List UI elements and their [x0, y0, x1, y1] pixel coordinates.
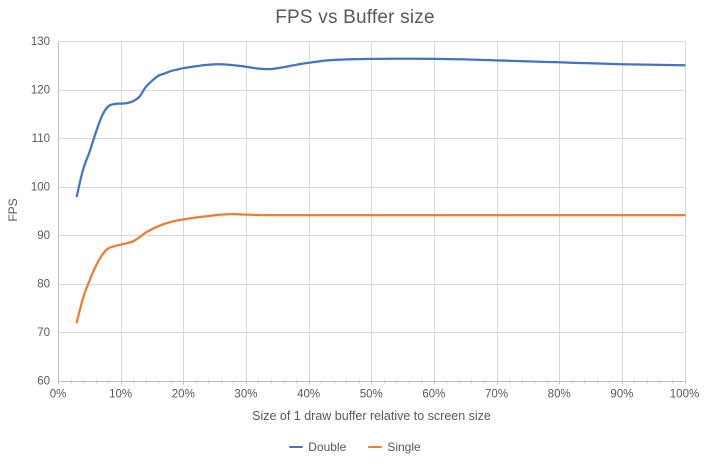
x-tick-label: 80% — [548, 389, 571, 401]
legend-item-single: Single — [368, 440, 421, 454]
x-tick-label: 90% — [610, 389, 633, 401]
legend: Double Single — [0, 440, 710, 454]
legend-item-double: Double — [289, 440, 346, 454]
x-tick-label: 0% — [50, 389, 67, 401]
y-tick-label: 100 — [31, 182, 50, 194]
y-tick-label: 130 — [31, 36, 50, 48]
x-axis-title: Size of 1 draw buffer relative to screen… — [252, 409, 491, 423]
x-tick-label: 10% — [109, 389, 132, 401]
legend-line-sample-single — [368, 445, 383, 449]
chart-title: FPS vs Buffer size — [275, 7, 435, 28]
y-tick-label: 120 — [31, 85, 50, 97]
legend-label-single: Single — [387, 440, 421, 454]
x-tick-label: 50% — [360, 389, 383, 401]
y-tick-label: 70 — [37, 327, 50, 339]
legend-label-double: Double — [308, 440, 347, 454]
y-axis-title: FPS — [6, 198, 20, 222]
series-line-double — [75, 57, 686, 198]
x-tick-label: 70% — [485, 389, 508, 401]
series-line-single — [75, 212, 686, 324]
y-tick-label: 110 — [32, 133, 50, 145]
y-tick-label: 60 — [37, 376, 50, 388]
x-tick-label: 40% — [297, 389, 320, 401]
x-tick-label: 60% — [422, 389, 445, 401]
x-tick-label: 100% — [670, 389, 699, 401]
legend-line-sample-double — [289, 445, 304, 449]
y-tick-label: 80 — [37, 279, 50, 291]
x-tick-label: 20% — [172, 389, 195, 401]
y-tick-label: 90 — [37, 230, 50, 242]
x-tick-label: 30% — [234, 389, 257, 401]
